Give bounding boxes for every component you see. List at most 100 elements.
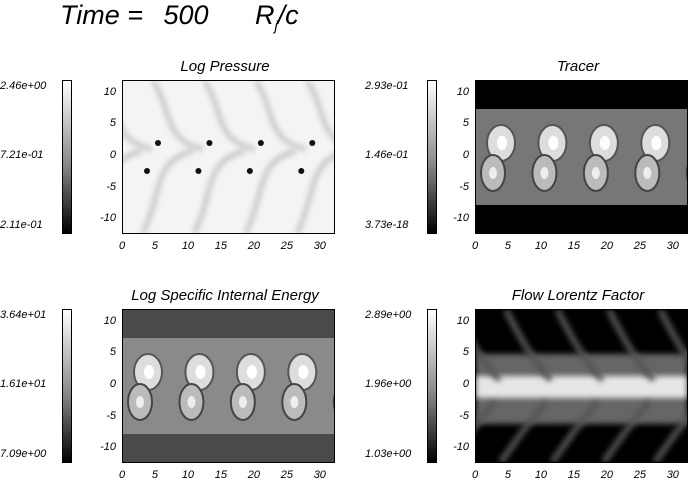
vortex-core	[599, 136, 610, 150]
y-tick-label: 10	[103, 85, 116, 98]
vortex-core	[497, 136, 507, 150]
pressure-spot	[246, 168, 253, 174]
vortex-core	[290, 396, 299, 408]
x-tick-label: 25	[280, 240, 293, 252]
vortex-core	[643, 167, 652, 179]
shock-front	[554, 310, 605, 383]
pressure-spot	[206, 140, 213, 146]
y-tick-label: -10	[453, 212, 469, 225]
shock-front	[476, 343, 502, 383]
y-tick-label: -10	[453, 441, 469, 454]
shock-front	[652, 413, 687, 462]
panel-title: Tracer	[556, 58, 600, 75]
vortex-core	[238, 396, 247, 408]
x-tick-label: 20	[247, 240, 260, 252]
x-tick-label: 0	[118, 469, 126, 481]
time-value: 500	[163, 0, 209, 30]
x-tick-label: 25	[633, 469, 646, 481]
colorbar	[427, 309, 437, 463]
x-tick-label: 25	[280, 469, 293, 481]
field-plot	[122, 309, 335, 463]
y-tick-label: -5	[459, 409, 469, 422]
vortex-core	[136, 396, 144, 408]
vortex-core	[489, 167, 497, 179]
y-tick-label: 0	[109, 149, 116, 161]
y-tick-label: 10	[103, 314, 116, 327]
y-tick-label: 5	[109, 346, 116, 359]
y-tick-label: -5	[106, 409, 116, 422]
vortex-core	[246, 365, 257, 379]
x-tick-label: 5	[151, 240, 159, 252]
field-plot	[475, 309, 688, 463]
field-plot	[475, 80, 688, 234]
shock-front	[601, 400, 652, 462]
y-tick-label: 0	[462, 378, 469, 390]
x-tick-label: 0	[471, 240, 479, 252]
pressure-spot	[257, 140, 264, 146]
colorbar-min-label: 3.73e-18	[365, 219, 409, 231]
x-tick-label: 30	[666, 240, 679, 252]
x-tick-label: 30	[313, 469, 326, 481]
x-tick-label: 15	[214, 240, 228, 252]
y-tick-label: -10	[100, 441, 116, 454]
x-tick-label: 10	[181, 240, 195, 252]
x-tick-label: 0	[118, 240, 126, 252]
x-tick-label: 10	[181, 469, 195, 481]
vortex-core	[651, 136, 662, 150]
colorbar-max-label: 3.64e+01	[0, 309, 47, 321]
field-layer	[476, 310, 687, 462]
y-tick-label: 5	[462, 346, 469, 359]
shock-front	[476, 400, 497, 431]
pressure-spot	[195, 168, 202, 174]
panel-title: Log Pressure	[180, 58, 270, 75]
x-tick-label: 10	[534, 240, 548, 252]
shock-front	[549, 400, 600, 462]
colorbar-max-label: 2.46e+00	[0, 80, 47, 92]
pressure-spot	[309, 140, 316, 146]
field-layer	[123, 338, 334, 434]
shock-front	[503, 310, 554, 383]
pressure-spot	[144, 168, 150, 174]
pressure-spot	[298, 168, 305, 174]
time-unit: Rj/c	[255, 0, 299, 34]
vortex-core	[591, 167, 600, 179]
y-tick-label: 5	[109, 117, 116, 130]
y-tick-label: 5	[462, 117, 469, 130]
shock-front	[498, 400, 549, 462]
x-tick-label: 15	[214, 469, 228, 481]
vortex-core	[187, 396, 196, 408]
x-tick-label: 5	[151, 469, 159, 481]
x-tick-label: 20	[600, 469, 613, 481]
x-tick-label: 15	[567, 469, 581, 481]
y-tick-label: 10	[456, 314, 469, 327]
x-tick-label: 30	[666, 469, 679, 481]
vortex-core	[298, 365, 309, 379]
colorbar-mid-label: 7.21e-01	[0, 149, 44, 161]
x-tick-label: 20	[247, 469, 260, 481]
time-label: Time =	[60, 0, 144, 30]
x-tick-label: 15	[567, 240, 581, 252]
colorbar-mid-label: 1.96e+00	[365, 378, 412, 390]
panel-title: Log Specific Internal Energy	[131, 287, 319, 304]
shock-front	[657, 310, 687, 363]
colorbar-min-label: 1.03e+00	[365, 448, 412, 460]
x-tick-label: 0	[471, 469, 479, 481]
vortex-core	[195, 365, 206, 379]
y-tick-label: 0	[109, 378, 116, 390]
y-tick-label: -10	[100, 212, 116, 225]
field-plot	[122, 80, 335, 234]
colorbar	[427, 80, 437, 234]
y-tick-label: 10	[456, 85, 469, 98]
colorbar-max-label: 2.93e-01	[365, 80, 409, 92]
x-tick-label: 5	[504, 240, 512, 252]
colorbar-mid-label: 1.46e-01	[365, 149, 409, 161]
vortex-core	[144, 365, 154, 379]
y-tick-label: 0	[462, 149, 469, 161]
colorbar-min-label: 7.09e+00	[0, 448, 47, 460]
vortex-core	[540, 167, 549, 179]
x-tick-label: 5	[504, 469, 512, 481]
panel-title: Flow Lorentz Factor	[511, 287, 645, 304]
colorbar-mid-label: 1.61e+01	[0, 378, 47, 390]
pressure-spot	[155, 140, 161, 146]
colorbar-max-label: 2.89e+00	[365, 309, 412, 321]
